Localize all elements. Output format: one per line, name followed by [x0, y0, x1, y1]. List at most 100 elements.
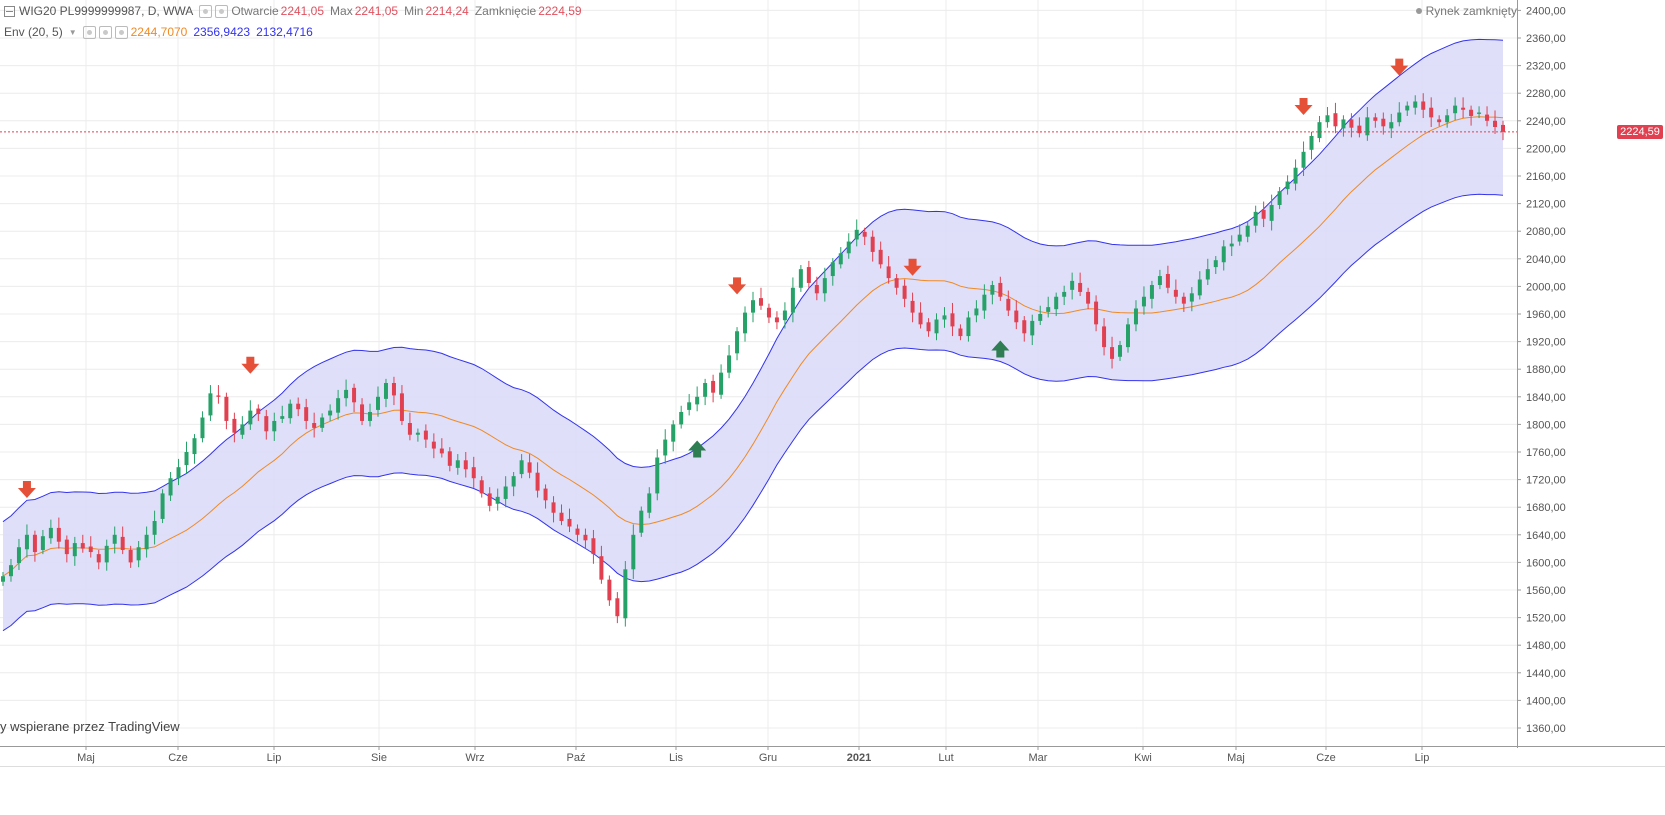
eye-icon[interactable] — [82, 25, 96, 39]
candle-body — [1094, 301, 1099, 325]
candle-body — [1421, 101, 1426, 110]
candle-body — [1229, 243, 1234, 247]
candle-body — [655, 457, 660, 494]
settings-icon[interactable] — [98, 25, 112, 39]
candle-body — [136, 547, 141, 561]
x-tick-label: Paź — [567, 752, 586, 764]
candle-body — [695, 396, 700, 405]
collapse-icon[interactable] — [4, 5, 15, 17]
candle-body — [280, 416, 285, 419]
x-tick-label: Kwi — [1134, 752, 1152, 764]
candle-body — [360, 404, 365, 421]
candle-body — [1181, 296, 1186, 304]
x-tick-label: Sie — [371, 752, 387, 764]
candle-body — [256, 408, 261, 415]
candle-body — [1, 576, 5, 582]
candle-body — [814, 285, 819, 294]
symbol-title[interactable]: WIG20 PL9999999987, D, WWA — [19, 4, 194, 18]
candle-body — [72, 543, 77, 557]
candle-body — [727, 355, 732, 373]
candle-body — [1477, 112, 1482, 114]
envelope-fill — [3, 39, 1503, 631]
y-tick-label: 1840,00 — [1526, 392, 1566, 404]
candle-body — [527, 462, 532, 473]
y-tick-label: 2360,00 — [1526, 33, 1566, 45]
candle-body — [735, 331, 740, 354]
watermark[interactable]: y wspierane przez TradingView — [0, 719, 180, 734]
candle-body — [1022, 320, 1027, 334]
candle-body — [894, 278, 899, 288]
candle-body — [1269, 204, 1274, 221]
upper-band-line — [2, 38, 1504, 523]
indicator-legend: Env (20, 5) ▼ 2244,7070 2356,9423 2132,4… — [4, 25, 319, 39]
candle-body — [982, 294, 987, 311]
x-tick-label: Cze — [1316, 752, 1336, 764]
y-tick-label: 1440,00 — [1526, 668, 1566, 680]
candle-body — [1413, 101, 1418, 108]
candle-body — [112, 534, 117, 544]
candle-body — [96, 554, 101, 563]
candle-body — [1429, 107, 1434, 118]
candle-body — [599, 556, 604, 580]
indicator-name[interactable]: Env (20, 5) — [4, 25, 63, 39]
candle-body — [647, 493, 652, 513]
candle-body — [1285, 181, 1290, 190]
chevron-down-icon[interactable]: ▼ — [68, 27, 77, 37]
candle-body — [232, 418, 237, 433]
candle-body — [822, 278, 827, 294]
x-tick-label: Wrz — [465, 752, 484, 764]
candle-body — [1389, 122, 1394, 129]
candle-body — [104, 545, 109, 563]
low-label: Min — [404, 4, 424, 18]
candle-body — [567, 518, 572, 527]
eye-icon[interactable] — [199, 4, 213, 18]
candle-body — [1501, 124, 1505, 132]
candle-body — [1006, 298, 1011, 311]
candle-body — [1189, 293, 1194, 302]
candle-body — [671, 424, 676, 442]
x-tick-label: Lip — [1415, 752, 1430, 764]
candle-body — [679, 411, 684, 425]
y-tick-label: 1720,00 — [1526, 475, 1566, 487]
candle-body — [782, 310, 787, 321]
candle-body — [463, 460, 468, 470]
y-tick-label: 2160,00 — [1526, 171, 1566, 183]
candle-body — [615, 598, 620, 617]
candle-body — [1485, 114, 1490, 121]
candle-body — [846, 241, 851, 254]
candle-body — [1437, 119, 1442, 123]
candle-body — [631, 534, 636, 570]
candle-body — [623, 569, 628, 619]
close-icon[interactable] — [114, 25, 128, 39]
candle-body — [399, 393, 404, 421]
candle-body — [1086, 291, 1091, 304]
candle-body — [926, 322, 931, 332]
candle-body — [902, 285, 907, 299]
candle-body — [503, 486, 508, 499]
candle-body — [8, 565, 13, 577]
candle-body — [1054, 296, 1059, 310]
settings-icon[interactable] — [215, 4, 229, 18]
candle-body — [790, 287, 795, 313]
candle-body — [974, 308, 979, 316]
candle-body — [176, 467, 181, 479]
candle-body — [1078, 282, 1083, 292]
y-tick-label: 1800,00 — [1526, 419, 1566, 431]
x-tick-label: Maj — [1227, 752, 1245, 764]
candle-body — [1453, 105, 1458, 114]
y-tick-label: 1640,00 — [1526, 530, 1566, 542]
candle-body — [910, 300, 915, 313]
candle-body — [336, 398, 341, 413]
buy-signal-arrow — [688, 440, 707, 458]
candle-body — [224, 396, 229, 421]
candle-body — [1365, 117, 1370, 136]
candle-body — [1445, 115, 1450, 123]
candle-body — [687, 402, 692, 410]
price-axis[interactable]: 2400,00 2360,00 2320,00 2280,00 2240,00 2200,… — [1517, 0, 1566, 748]
candle-body — [1293, 167, 1298, 184]
time-axis[interactable]: Maj Cze Lip Sie Wrz Paź Lis Gru 2021 Lut Mar Kwi Maj… — [0, 746, 1665, 767]
x-tick-label: Mar — [1029, 752, 1048, 764]
sell-signal-arrow — [1294, 98, 1313, 115]
candle-body — [1381, 118, 1386, 127]
